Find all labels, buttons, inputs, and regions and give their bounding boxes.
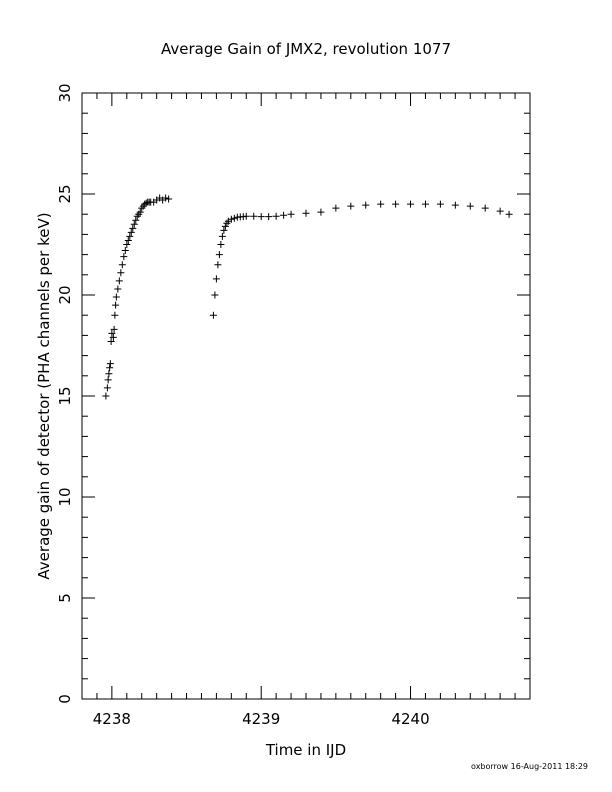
data-point [127, 228, 135, 236]
data-point [129, 224, 137, 232]
data-point [302, 209, 310, 217]
data-point [257, 213, 265, 221]
data-point [466, 202, 474, 210]
data-point [362, 201, 370, 209]
data-point [332, 204, 340, 212]
data-point [215, 251, 223, 259]
y-tick-label: 0 [56, 694, 74, 704]
data-point [123, 241, 131, 248]
data-point [377, 200, 385, 208]
data-point [392, 200, 400, 208]
data-point [106, 360, 114, 368]
data-point [104, 376, 112, 384]
y-tick-label: 30 [56, 83, 74, 102]
data-point [451, 201, 459, 209]
data-point [347, 202, 355, 210]
data-point [221, 222, 229, 230]
data-point [496, 207, 504, 215]
plot-frame [81, 92, 531, 700]
data-point [118, 261, 126, 269]
data-point [105, 370, 113, 378]
data-point [214, 261, 222, 269]
data-point [112, 293, 120, 301]
data-point [121, 247, 129, 255]
y-tick-label: 15 [56, 386, 74, 405]
data-point [102, 392, 110, 400]
y-tick-label: 20 [56, 285, 74, 304]
data-point [217, 241, 225, 248]
data-point [112, 301, 120, 309]
data-point [132, 216, 140, 224]
data-point [107, 337, 115, 345]
data-point [317, 208, 325, 216]
chart-title: Average Gain of JMX2, revolution 1077 [161, 40, 451, 58]
data-point [120, 253, 128, 261]
y-tick-label: 10 [56, 487, 74, 506]
data-point [280, 211, 288, 219]
data-point [108, 329, 116, 337]
y-tick-label: 25 [56, 184, 74, 203]
x-axis-ticks: 4238 4239 4240 [81, 93, 531, 728]
y-axis-ticks: 0 5 10 15 20 25 30 [56, 83, 530, 704]
data-point [111, 311, 119, 319]
data-point [220, 226, 228, 234]
data-point [272, 212, 280, 220]
data-point [212, 275, 220, 283]
x-tick-label: 4238 [93, 710, 131, 728]
data-point [136, 208, 144, 216]
data-point [126, 232, 134, 240]
y-axis-label: Average gain of detector (PHA channels p… [35, 212, 53, 579]
data-point [407, 200, 415, 208]
data-point [109, 333, 117, 341]
data-point [106, 364, 114, 372]
x-tick-label: 4240 [391, 710, 429, 728]
data-point [218, 232, 226, 240]
data-point [114, 285, 122, 293]
data-point [115, 277, 123, 285]
data-point [130, 220, 138, 228]
data-point [230, 214, 238, 222]
data-point [227, 215, 235, 223]
data-point [505, 210, 513, 218]
data-point [142, 199, 150, 207]
x-axis-label: Time in IJD [265, 741, 346, 759]
footer-credit: oxborrow 16-Aug-2011 18:29 [471, 762, 588, 771]
data-point [242, 212, 250, 220]
data-point [250, 212, 258, 220]
data-point [124, 236, 132, 244]
data-point [103, 384, 111, 392]
data-point [421, 200, 429, 208]
data-points [102, 194, 513, 400]
data-point [436, 200, 444, 208]
data-point [165, 195, 173, 203]
data-point [110, 325, 118, 333]
data-point [265, 213, 273, 221]
data-point [211, 291, 219, 299]
data-point [287, 210, 295, 218]
data-point [162, 194, 170, 202]
data-point [117, 269, 125, 277]
y-tick-label: 5 [56, 593, 74, 603]
data-point [481, 204, 489, 212]
data-point [209, 311, 217, 319]
x-tick-label: 4239 [242, 710, 280, 728]
